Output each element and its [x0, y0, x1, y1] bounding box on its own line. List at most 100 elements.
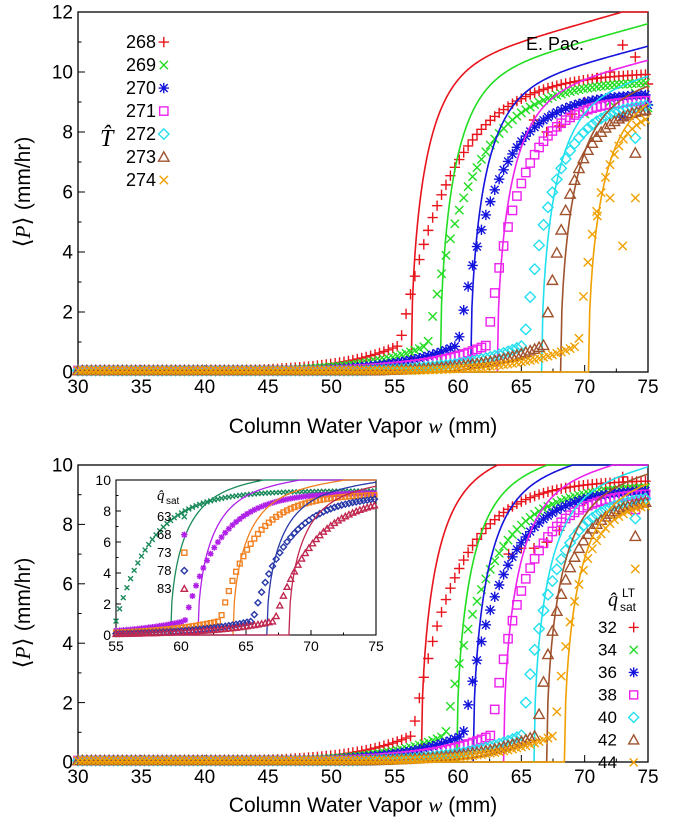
data-point	[339, 365, 349, 376]
data-point	[188, 365, 198, 376]
data-point	[492, 352, 506, 365]
data-point	[149, 623, 156, 630]
y-tick-label: 0	[62, 363, 73, 384]
data-point	[228, 621, 237, 630]
data-point	[542, 82, 554, 94]
data-point	[229, 522, 236, 529]
data-point	[295, 494, 301, 501]
data-point	[418, 239, 429, 250]
data-point	[503, 535, 513, 545]
fit-line	[78, 59, 649, 373]
data-point	[640, 78, 651, 88]
data-point	[458, 726, 469, 737]
data-point	[586, 118, 599, 131]
legend-label: 63	[157, 509, 171, 524]
data-point	[428, 311, 438, 322]
legend-label: 34	[598, 641, 617, 660]
data-point	[104, 755, 114, 766]
legend-marker	[181, 513, 188, 520]
data-point	[228, 365, 238, 376]
data-point	[524, 668, 537, 681]
data-point	[193, 755, 203, 766]
data-point	[239, 619, 248, 628]
data-point	[467, 609, 478, 620]
data-point	[286, 533, 295, 542]
data-point	[262, 522, 269, 530]
data-point	[214, 539, 221, 546]
data-point	[529, 87, 540, 98]
data-point	[574, 333, 584, 343]
data-point	[572, 541, 586, 554]
data-point	[305, 499, 313, 506]
data-point	[305, 493, 312, 500]
data-point	[614, 141, 624, 151]
data-point	[265, 500, 272, 507]
data-point	[241, 755, 252, 766]
data-point	[304, 543, 314, 552]
data-point	[215, 755, 225, 766]
data-point	[344, 499, 353, 508]
data-point	[529, 553, 540, 564]
data-point	[532, 239, 546, 252]
data-point	[224, 755, 234, 766]
data-point	[559, 203, 573, 216]
data-point	[450, 679, 460, 689]
data-point	[519, 733, 533, 745]
data-point	[301, 548, 310, 557]
data-point	[618, 509, 628, 519]
series-83	[111, 485, 379, 638]
data-point	[538, 114, 549, 126]
data-point	[371, 492, 378, 499]
legend-marker	[627, 711, 640, 724]
data-point	[533, 517, 545, 528]
x-tick-label: 50	[321, 767, 342, 788]
data-point	[454, 331, 465, 343]
legend-label: 273	[126, 147, 156, 167]
data-point	[374, 365, 385, 376]
data-point	[193, 502, 199, 509]
data-point	[246, 755, 256, 766]
fit-line	[78, 75, 649, 373]
legend-title: T̂	[100, 125, 115, 152]
data-point	[401, 365, 411, 376]
x-tick-label: 55	[384, 767, 405, 788]
data-point	[467, 676, 478, 687]
data-point	[436, 346, 447, 357]
data-point	[104, 365, 114, 376]
y-tick-label: 0	[103, 627, 111, 643]
data-point	[489, 704, 500, 715]
data-point	[294, 525, 302, 534]
data-point	[290, 529, 299, 538]
data-point	[485, 730, 496, 741]
data-point	[236, 515, 243, 522]
data-point	[608, 114, 621, 127]
data-point	[378, 346, 390, 357]
data-point	[218, 612, 225, 619]
data-point	[282, 582, 292, 591]
top-panel: 30 35 40 45 50 55 60 65 70 75 0 2 4 6 8 10 12 T̂ 268 269 27…	[9, 3, 659, 438]
data-point	[608, 504, 621, 517]
data-point	[502, 156, 514, 167]
data-point	[206, 755, 216, 766]
data-point	[291, 504, 298, 511]
data-point	[352, 497, 361, 506]
data-point	[396, 365, 407, 376]
data-point	[640, 501, 651, 511]
data-point	[547, 485, 558, 496]
data-point	[348, 755, 358, 766]
data-point	[494, 548, 504, 558]
data-point	[514, 734, 528, 747]
top-data-marks	[71, 11, 654, 377]
legend-marker	[158, 106, 169, 116]
data-point	[188, 755, 198, 766]
data-point	[95, 755, 105, 766]
data-point	[480, 619, 492, 631]
data-point	[324, 495, 331, 502]
legend-title: q̂	[608, 589, 618, 611]
data-point	[361, 755, 371, 766]
data-point	[400, 308, 412, 320]
data-point	[636, 117, 646, 127]
data-point	[184, 755, 194, 766]
